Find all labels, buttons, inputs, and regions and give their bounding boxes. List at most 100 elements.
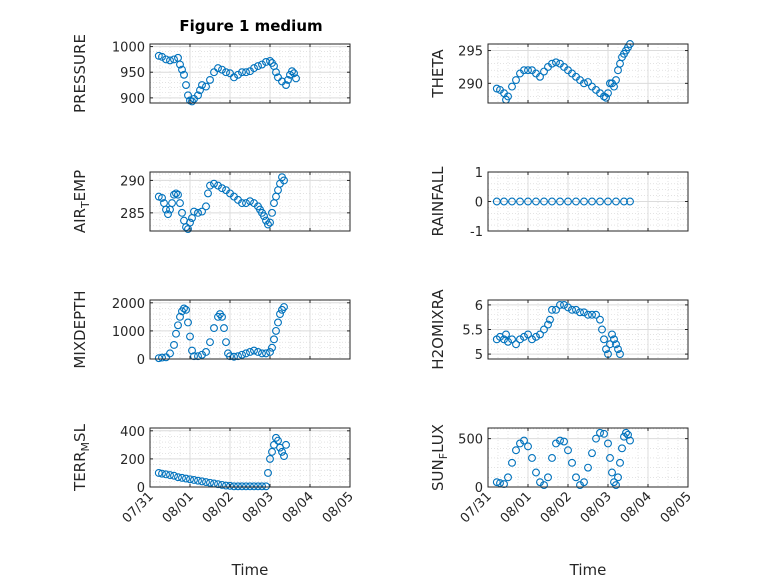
data-point xyxy=(564,303,572,312)
data-point xyxy=(214,181,222,190)
data-point xyxy=(568,458,576,467)
data-point xyxy=(234,352,242,361)
y-axis-label: RAINFALL xyxy=(429,166,447,237)
y-axis-label: THETA xyxy=(429,49,447,99)
data-point xyxy=(564,197,572,206)
data-point xyxy=(246,197,254,206)
data-point xyxy=(520,332,528,341)
data-point xyxy=(596,428,604,437)
data-point xyxy=(492,478,501,487)
data-point xyxy=(556,300,564,309)
data-point xyxy=(504,473,512,482)
data-point xyxy=(198,81,206,89)
data-point xyxy=(258,349,266,358)
plot-area xyxy=(488,428,688,487)
data-point xyxy=(162,353,170,362)
data-point xyxy=(254,482,262,491)
data-point xyxy=(584,310,592,319)
data-point xyxy=(178,208,186,217)
data-point xyxy=(282,81,290,89)
data-point xyxy=(166,349,174,358)
data-point xyxy=(584,78,592,86)
data-point xyxy=(180,304,188,313)
data-point xyxy=(546,315,554,324)
data-point xyxy=(516,197,524,206)
data-point xyxy=(264,469,272,477)
data-point xyxy=(616,350,624,359)
data-point xyxy=(242,68,250,77)
data-point xyxy=(222,481,230,490)
data-point xyxy=(552,58,560,67)
data-point xyxy=(188,97,196,106)
subplot-1: 900 950 1000 PRESSURE xyxy=(71,34,351,113)
data-point xyxy=(198,350,206,359)
y-axis-label: PRESSURE xyxy=(71,34,89,113)
y-axis-label: SUNFLUX xyxy=(429,424,450,491)
data-point xyxy=(592,434,600,443)
data-point xyxy=(190,207,198,216)
data-point xyxy=(508,197,516,206)
data-point xyxy=(158,193,166,202)
data-point xyxy=(258,482,266,491)
data-point xyxy=(584,463,592,472)
data-point xyxy=(230,352,238,361)
data-point xyxy=(580,478,588,487)
data-point xyxy=(242,482,250,491)
y-tick-label: 0 xyxy=(475,196,483,211)
data-point xyxy=(176,60,184,69)
data-point xyxy=(198,477,206,486)
data-point xyxy=(532,332,540,341)
subplot-5: 0 1000 2000 MIXDEPTH xyxy=(71,290,351,369)
data-point xyxy=(560,300,568,309)
data-point xyxy=(220,324,228,333)
data-point xyxy=(270,335,278,344)
data-point xyxy=(174,321,182,330)
data-point xyxy=(176,199,184,208)
data-point xyxy=(540,325,548,334)
data-point xyxy=(262,216,270,225)
data-point xyxy=(260,212,268,221)
data-point xyxy=(508,82,516,91)
axes-frame xyxy=(149,43,351,104)
data-point xyxy=(164,210,172,219)
data-point xyxy=(612,481,620,490)
data-point xyxy=(172,189,180,198)
data-point xyxy=(250,64,258,73)
data-point xyxy=(604,89,612,98)
y-tick-label: 0 xyxy=(137,481,145,496)
data-point xyxy=(528,454,536,462)
data-point xyxy=(266,348,274,356)
y-tick-label: 295 xyxy=(458,45,483,60)
data-point xyxy=(178,473,186,482)
data-point xyxy=(618,444,626,453)
data-point xyxy=(548,454,556,462)
data-point xyxy=(186,332,194,341)
data-point xyxy=(214,480,222,489)
data-point xyxy=(166,471,174,480)
data-point xyxy=(264,220,272,229)
y-tick-label: 400 xyxy=(120,425,145,440)
subplot-4: -1 0 1 RAINFALL xyxy=(429,166,689,240)
data-point xyxy=(600,335,608,344)
data-point xyxy=(206,338,214,347)
data-point xyxy=(186,218,194,227)
data-point xyxy=(234,482,242,491)
data-point xyxy=(268,208,276,217)
data-point xyxy=(548,197,556,206)
data-point xyxy=(596,197,604,206)
data-point xyxy=(162,55,170,64)
data-point xyxy=(242,349,250,358)
data-point xyxy=(218,184,226,193)
data-point xyxy=(552,305,560,314)
data-point xyxy=(182,81,190,89)
data-point xyxy=(170,341,178,349)
data-point xyxy=(612,76,620,85)
data-point xyxy=(268,343,276,352)
y-tick-label: 900 xyxy=(120,92,145,107)
data-point xyxy=(288,67,296,76)
data-point xyxy=(604,197,612,206)
data-point xyxy=(218,312,226,321)
data-point xyxy=(158,353,166,362)
